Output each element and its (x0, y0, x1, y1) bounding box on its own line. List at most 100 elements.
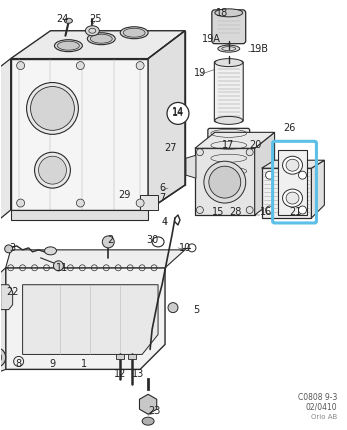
Circle shape (76, 199, 84, 207)
Polygon shape (139, 394, 157, 414)
FancyBboxPatch shape (212, 10, 246, 44)
Circle shape (266, 206, 273, 214)
Circle shape (298, 171, 306, 179)
Ellipse shape (27, 83, 78, 134)
Text: 02/0410: 02/0410 (306, 403, 337, 412)
Bar (262, 168, 312, 218)
Text: 30: 30 (146, 235, 158, 245)
Polygon shape (195, 148, 255, 215)
Ellipse shape (215, 117, 243, 124)
Text: 7: 7 (159, 193, 165, 203)
Text: 13: 13 (132, 369, 144, 379)
Polygon shape (312, 160, 324, 218)
Text: 20: 20 (249, 140, 262, 150)
Ellipse shape (87, 33, 115, 45)
Text: 16: 16 (260, 207, 272, 217)
Circle shape (0, 351, 2, 363)
Ellipse shape (286, 192, 299, 204)
Polygon shape (255, 132, 274, 215)
Ellipse shape (120, 27, 148, 39)
Text: 6: 6 (159, 183, 165, 193)
Circle shape (17, 199, 25, 207)
Polygon shape (0, 268, 6, 375)
Ellipse shape (209, 166, 241, 198)
Text: 12: 12 (114, 369, 126, 379)
Ellipse shape (215, 58, 243, 67)
Text: 8: 8 (16, 359, 22, 369)
Ellipse shape (35, 152, 70, 188)
Text: 14: 14 (172, 108, 184, 117)
Text: 21: 21 (289, 207, 302, 217)
Polygon shape (23, 285, 158, 354)
Polygon shape (262, 160, 324, 168)
Circle shape (167, 102, 189, 124)
Ellipse shape (286, 159, 299, 171)
Polygon shape (0, 58, 11, 225)
Circle shape (168, 303, 178, 313)
Circle shape (298, 206, 306, 214)
Text: 4: 4 (162, 217, 168, 227)
FancyBboxPatch shape (214, 61, 243, 122)
Circle shape (246, 149, 253, 156)
Polygon shape (186, 155, 196, 178)
Text: 23: 23 (148, 406, 160, 416)
Ellipse shape (123, 28, 145, 37)
Circle shape (53, 261, 64, 271)
Text: 25: 25 (89, 14, 102, 24)
Text: 1: 1 (81, 359, 87, 369)
Circle shape (0, 347, 6, 367)
Ellipse shape (282, 156, 303, 174)
Polygon shape (6, 250, 185, 268)
Polygon shape (11, 31, 185, 58)
Circle shape (196, 149, 203, 156)
Circle shape (17, 61, 25, 70)
FancyBboxPatch shape (208, 128, 250, 187)
Polygon shape (11, 210, 148, 220)
Circle shape (76, 61, 84, 70)
Text: 29: 29 (118, 190, 130, 200)
Circle shape (136, 199, 144, 207)
Text: 11: 11 (56, 263, 69, 273)
Ellipse shape (39, 156, 66, 184)
Text: 10: 10 (179, 243, 191, 253)
Ellipse shape (85, 26, 99, 36)
Ellipse shape (204, 161, 246, 203)
Ellipse shape (65, 18, 73, 23)
Circle shape (266, 171, 273, 179)
Text: 14: 14 (172, 108, 184, 118)
Text: 5: 5 (193, 304, 199, 315)
Text: 28: 28 (230, 207, 242, 217)
Text: Orio AB: Orio AB (311, 414, 337, 420)
Text: 2: 2 (107, 235, 113, 245)
Polygon shape (128, 354, 136, 359)
Text: 27: 27 (164, 143, 176, 153)
Polygon shape (195, 132, 274, 148)
Ellipse shape (58, 41, 79, 50)
Ellipse shape (218, 45, 240, 52)
Ellipse shape (31, 86, 74, 130)
Text: 15: 15 (212, 207, 224, 217)
Polygon shape (140, 195, 158, 210)
Text: C0808 9-3: C0808 9-3 (298, 393, 337, 402)
Text: 22: 22 (6, 287, 19, 297)
Circle shape (136, 61, 144, 70)
Text: 17: 17 (222, 140, 234, 150)
Circle shape (5, 245, 12, 253)
Ellipse shape (54, 40, 82, 52)
Circle shape (102, 236, 114, 248)
Text: 26: 26 (283, 123, 296, 133)
Text: 9: 9 (49, 359, 56, 369)
Text: 19B: 19B (250, 44, 269, 54)
Ellipse shape (282, 189, 303, 207)
Circle shape (196, 206, 203, 214)
Ellipse shape (142, 417, 154, 425)
Ellipse shape (44, 247, 57, 255)
Ellipse shape (90, 34, 112, 43)
Polygon shape (116, 354, 124, 359)
Ellipse shape (215, 9, 243, 17)
Polygon shape (278, 150, 307, 215)
Circle shape (246, 206, 253, 214)
Polygon shape (6, 268, 165, 369)
Polygon shape (11, 58, 148, 210)
Polygon shape (1, 285, 12, 310)
